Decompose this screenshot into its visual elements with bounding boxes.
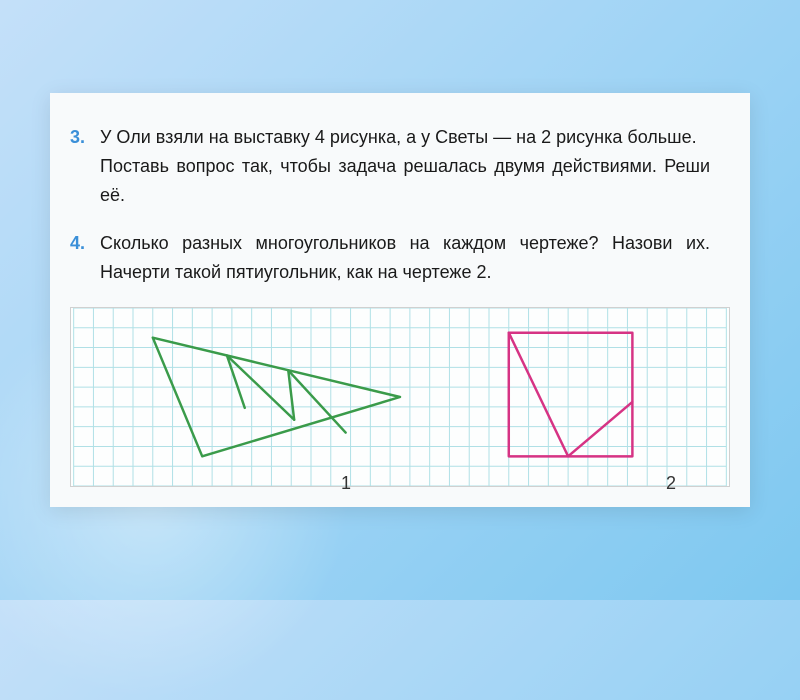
problem-4-text: Сколько разных многоугольников на каждом…	[100, 229, 710, 287]
shapes	[71, 308, 729, 486]
shape-2-label: 2	[666, 473, 676, 494]
problem-3: 3. У Оли взяли на выставку 4 рисунка, а …	[70, 123, 710, 209]
drawing-grid: 1 2	[70, 307, 730, 487]
problem-4: 4. Сколько разных многоугольников на каж…	[70, 229, 710, 287]
problem-3-number: 3.	[70, 123, 90, 209]
content-container: 3. У Оли взяли на выставку 4 рисунка, а …	[50, 93, 750, 507]
problem-3-text: У Оли взяли на выставку 4 рисунка, а у С…	[100, 123, 710, 209]
shape-1-label: 1	[341, 473, 351, 494]
problem-4-number: 4.	[70, 229, 90, 287]
